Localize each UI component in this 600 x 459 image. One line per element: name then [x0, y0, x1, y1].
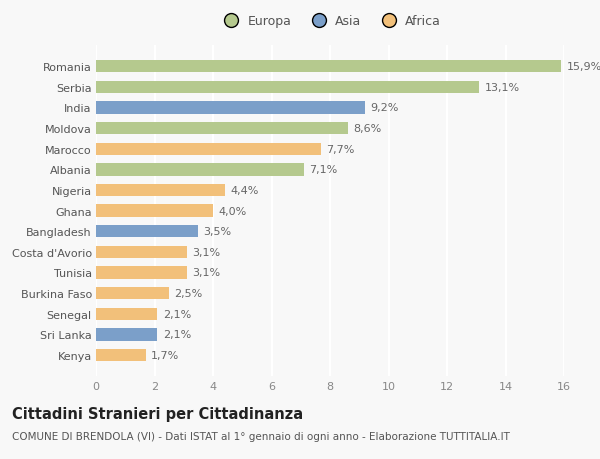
Bar: [96, 287, 169, 300]
Text: 7,1%: 7,1%: [309, 165, 337, 175]
Bar: [96, 349, 146, 361]
Text: 3,1%: 3,1%: [192, 247, 220, 257]
Text: 8,6%: 8,6%: [353, 124, 381, 134]
Text: 3,1%: 3,1%: [192, 268, 220, 278]
Text: 13,1%: 13,1%: [484, 83, 520, 93]
Text: 2,1%: 2,1%: [163, 309, 191, 319]
Text: 3,5%: 3,5%: [203, 227, 232, 237]
Text: 4,4%: 4,4%: [230, 185, 259, 196]
Text: 1,7%: 1,7%: [151, 350, 179, 360]
Legend: Europa, Asia, Africa: Europa, Asia, Africa: [214, 10, 446, 33]
Text: 15,9%: 15,9%: [566, 62, 600, 72]
Bar: [96, 82, 479, 94]
Text: COMUNE DI BRENDOLA (VI) - Dati ISTAT al 1° gennaio di ogni anno - Elaborazione T: COMUNE DI BRENDOLA (VI) - Dati ISTAT al …: [12, 431, 510, 442]
Bar: [96, 102, 365, 114]
Bar: [96, 123, 347, 135]
Text: 2,5%: 2,5%: [175, 288, 203, 298]
Bar: [96, 143, 321, 156]
Bar: [96, 164, 304, 176]
Text: 4,0%: 4,0%: [218, 206, 247, 216]
Text: 9,2%: 9,2%: [370, 103, 399, 113]
Text: Cittadini Stranieri per Cittadinanza: Cittadini Stranieri per Cittadinanza: [12, 406, 303, 421]
Bar: [96, 246, 187, 258]
Text: 2,1%: 2,1%: [163, 330, 191, 340]
Bar: [96, 205, 213, 217]
Text: 7,7%: 7,7%: [326, 145, 355, 154]
Bar: [96, 329, 157, 341]
Bar: [96, 225, 199, 238]
Bar: [96, 308, 157, 320]
Bar: [96, 61, 561, 73]
Bar: [96, 267, 187, 279]
Bar: [96, 185, 225, 197]
